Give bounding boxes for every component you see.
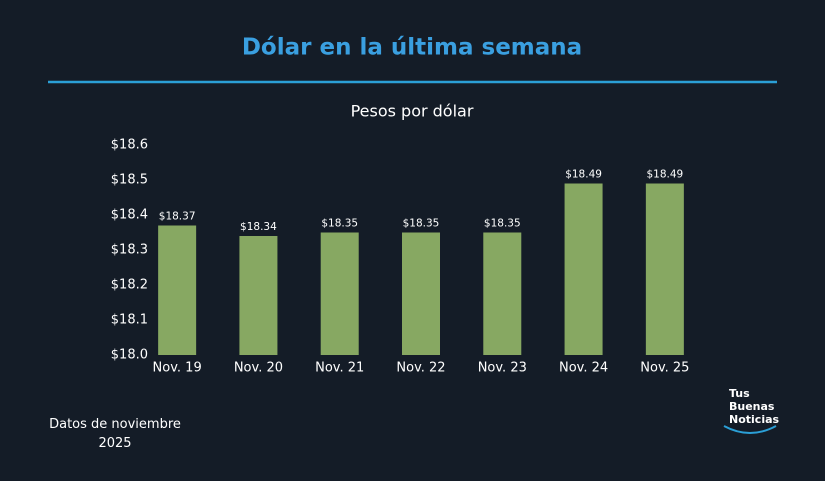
y-tick-label: $18.0 — [111, 348, 148, 363]
y-tick-label: $18.1 — [111, 313, 148, 328]
value-label: $18.49 — [565, 169, 602, 181]
logo-text: Tus — [729, 387, 750, 400]
x-tick-label: Nov. 25 — [640, 361, 689, 376]
bar — [645, 183, 684, 355]
bar — [158, 225, 197, 355]
y-tick-label: $18.2 — [111, 278, 148, 293]
logo-text: Buenas — [729, 400, 775, 413]
y-tick-label: $18.4 — [111, 208, 148, 223]
chart-title: Dólar en la última semana — [242, 35, 582, 61]
bar — [402, 232, 440, 355]
bar — [239, 236, 278, 355]
logo: Tus Buenas Noticias — [723, 387, 780, 434]
y-tick-label: $18.5 — [111, 173, 148, 188]
logo-text: Noticias — [729, 413, 780, 426]
x-tick-label: Nov. 24 — [559, 361, 608, 376]
value-label: $18.34 — [240, 221, 277, 233]
footnote: Datos de noviembre 2025 — [49, 417, 181, 451]
y-tick-label: $18.6 — [111, 138, 148, 153]
value-label: $18.35 — [484, 218, 521, 230]
x-tick-label: Nov. 20 — [234, 361, 283, 376]
value-label: $18.35 — [321, 218, 358, 230]
value-label: $18.35 — [403, 218, 440, 230]
bar — [320, 232, 359, 355]
value-label: $18.49 — [646, 169, 683, 181]
bar — [483, 232, 522, 355]
x-tick-label: Nov. 21 — [315, 361, 364, 376]
x-tick-label: Nov. 22 — [396, 361, 445, 376]
x-tick-label: Nov. 19 — [153, 361, 202, 376]
bar — [564, 183, 603, 355]
x-tick-label: Nov. 23 — [478, 361, 527, 376]
value-label: $18.37 — [159, 211, 196, 223]
y-tick-label: $18.3 — [111, 243, 148, 258]
chart-subtitle: Pesos por dólar — [351, 102, 474, 121]
logo-arc — [723, 425, 777, 434]
